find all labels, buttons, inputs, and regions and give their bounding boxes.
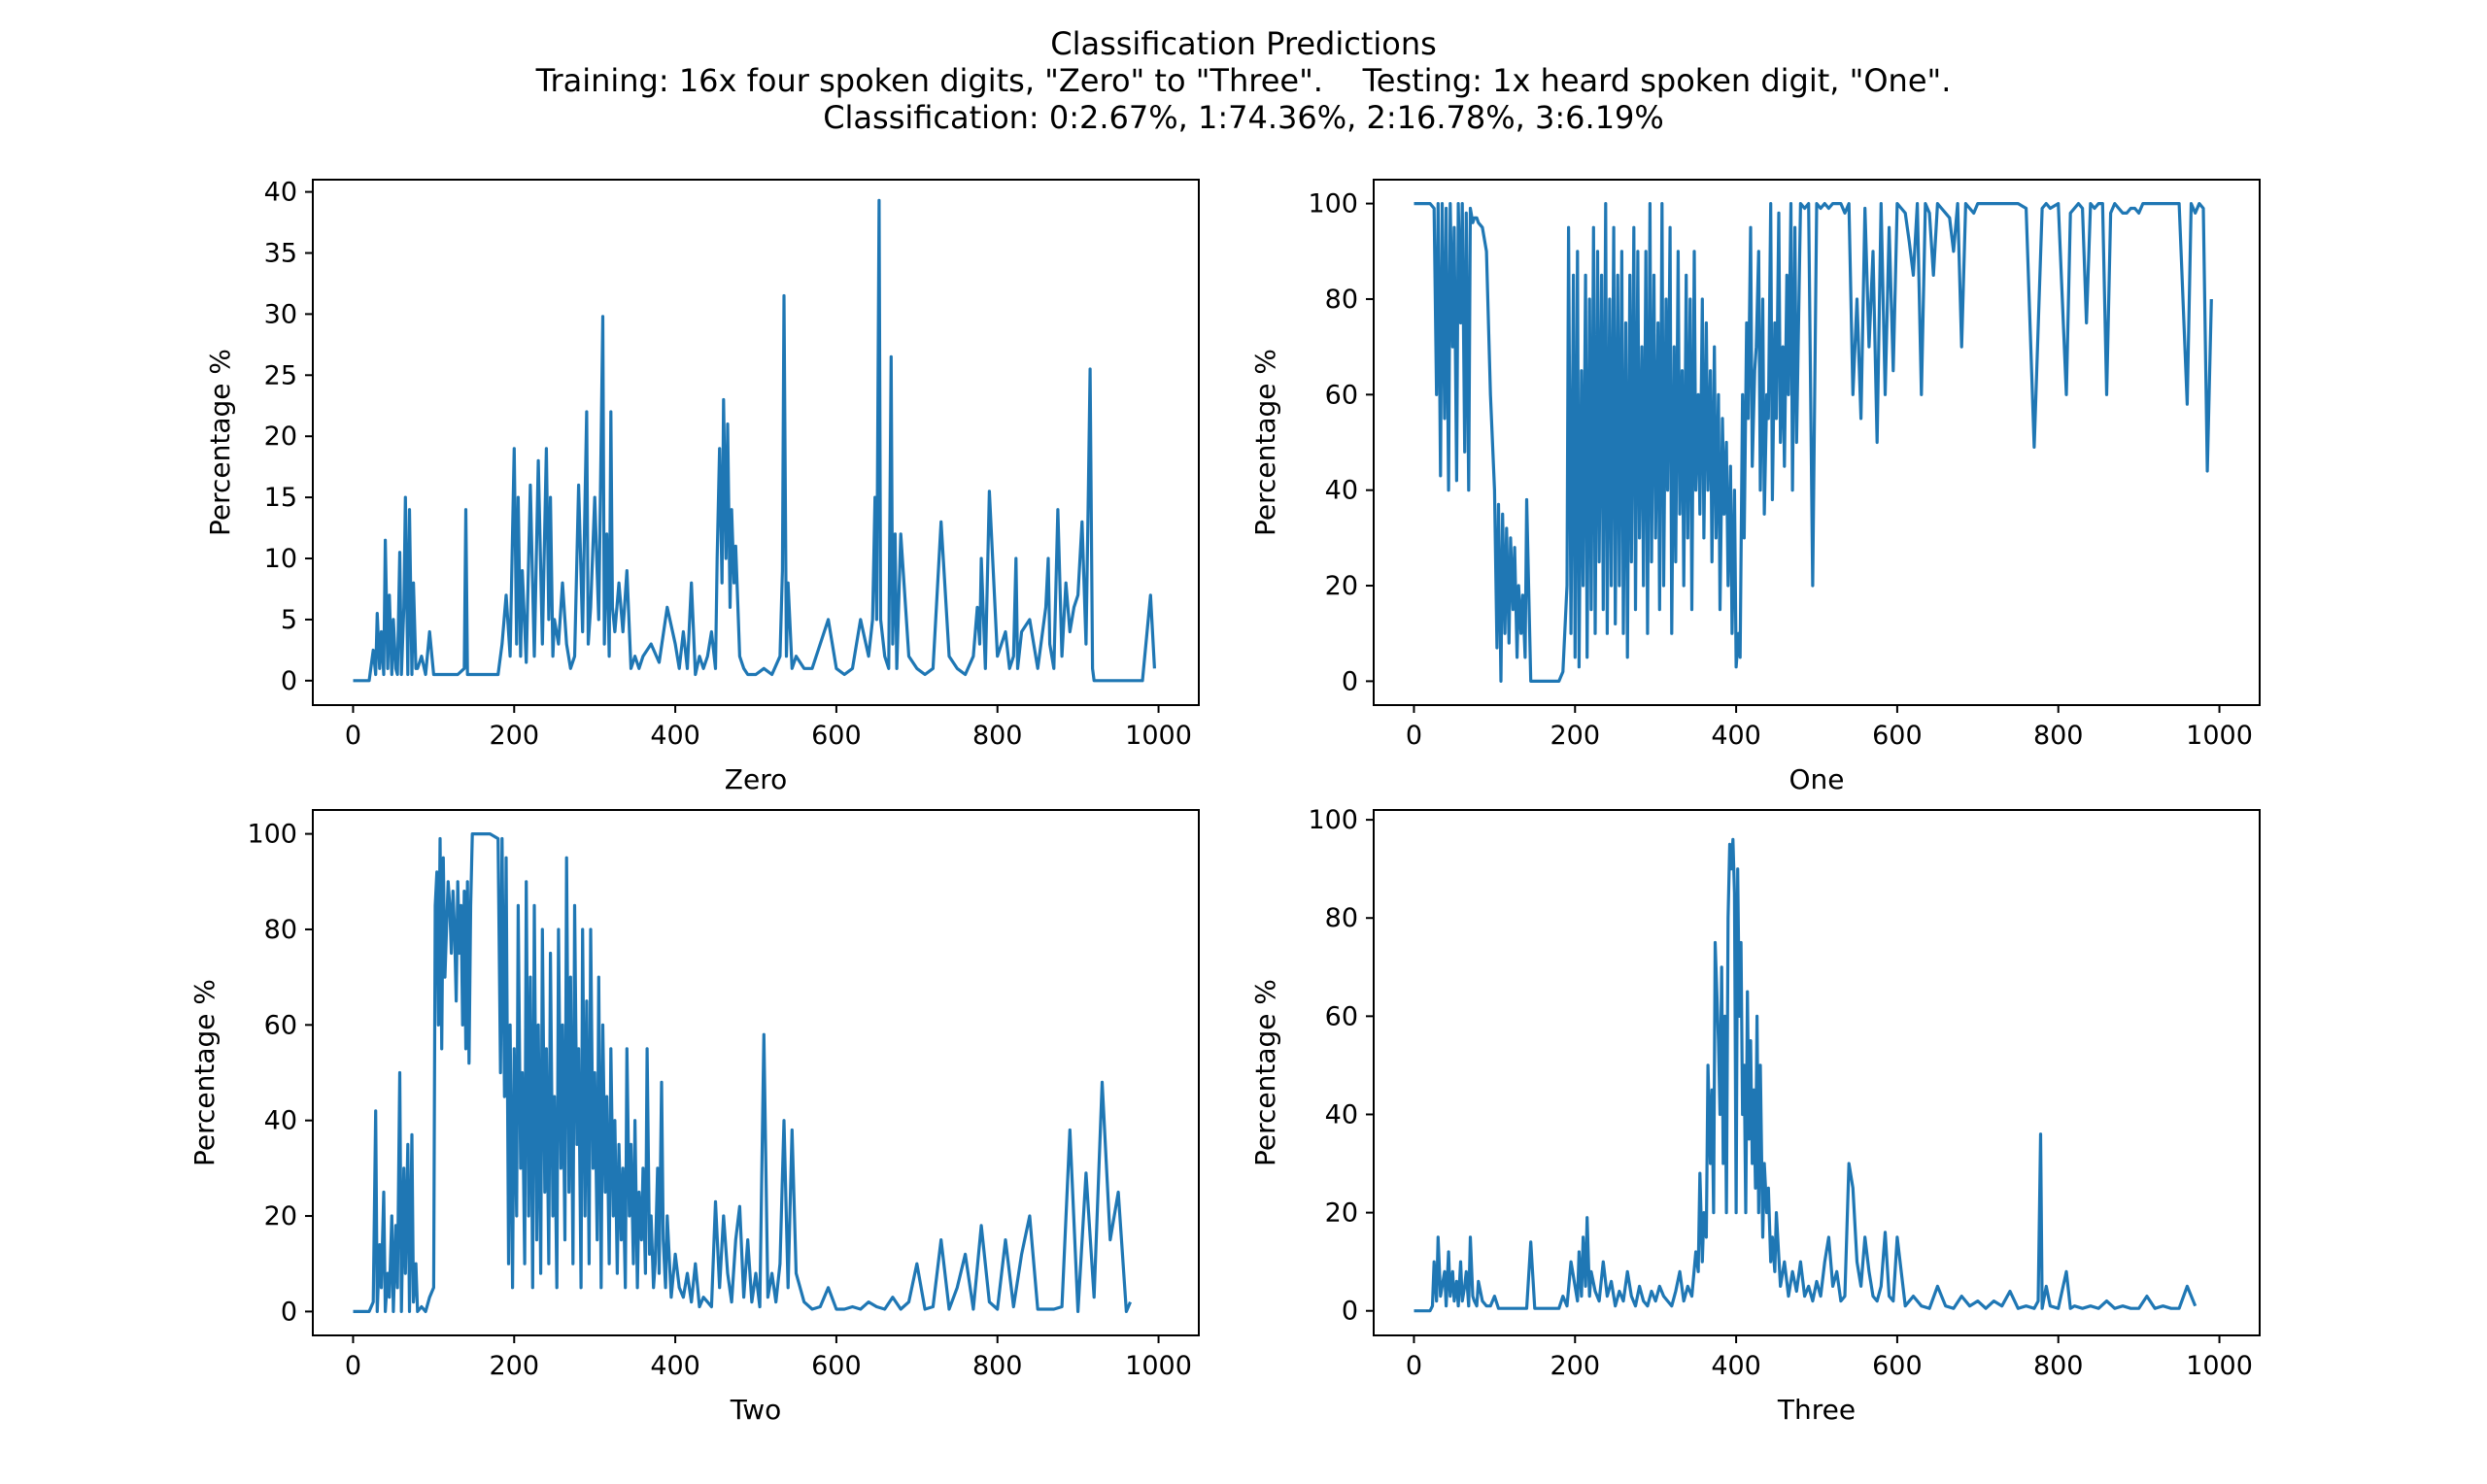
x-tick-label-one: 800 <box>2033 721 2084 751</box>
y-tick-label-two: 20 <box>264 1201 297 1231</box>
x-tick-label-two: 1000 <box>1125 1351 1192 1381</box>
y-axis-label-zero: Percentage % <box>204 349 236 536</box>
series-line-three <box>1414 837 2197 1313</box>
y-tick-label-two: 100 <box>247 820 297 850</box>
x-axis-label-three: Three <box>1777 1394 1856 1426</box>
y-tick-label-two: 80 <box>264 915 297 945</box>
y-tick-label-zero: 15 <box>264 483 297 513</box>
x-tick-label-three: 1000 <box>2186 1351 2253 1381</box>
y-tick-label-zero: 10 <box>264 544 297 574</box>
x-tick-label-one: 400 <box>1711 721 1761 751</box>
subplot-one: 0 200 400 600 800 1000 0 20 40 60 80 100 One Percenta… <box>1249 179 2261 795</box>
x-axis-label-zero: Zero <box>725 763 787 795</box>
x-tick-label-zero: 600 <box>811 721 862 751</box>
x-tick-label-zero: 800 <box>972 721 1023 751</box>
y-tick-label-two: 60 <box>264 1010 297 1040</box>
y-tick-label-zero: 20 <box>264 422 297 452</box>
y-tick-label-one: 0 <box>1342 666 1358 696</box>
y-axis-label-three: Percentage % <box>1249 979 1281 1166</box>
series-line-zero <box>353 198 1156 683</box>
y-tick-label-zero: 35 <box>264 238 297 268</box>
y-tick-label-zero: 5 <box>281 605 297 635</box>
subplot-zero: 0 200 400 600 800 1000 0 5 10 15 20 25 30 35 40 Zero Per… <box>204 178 1200 795</box>
x-tick-label-zero: 400 <box>650 721 700 751</box>
x-tick-label-three: 600 <box>1872 1351 1923 1381</box>
series-line-two <box>353 832 1132 1313</box>
y-tick-label-one: 60 <box>1325 380 1358 410</box>
figure-subtitle-training-testing: Training: 16x four spoken digits, "Zero"… <box>535 62 1952 99</box>
y-tick-label-zero: 25 <box>264 360 297 390</box>
y-tick-label-two: 40 <box>264 1106 297 1136</box>
x-tick-label-one: 200 <box>1550 721 1600 751</box>
y-tick-label-three: 20 <box>1325 1198 1358 1229</box>
y-tick-label-zero: 0 <box>281 666 297 696</box>
x-tick-label-zero: 0 <box>345 721 361 751</box>
y-tick-label-zero: 40 <box>264 178 297 208</box>
x-tick-label-three: 0 <box>1406 1351 1422 1381</box>
y-axis-label-one: Percentage % <box>1249 349 1281 536</box>
subplot-three: 0 200 400 600 800 1000 0 20 40 60 80 100 Three Percen… <box>1249 805 2261 1426</box>
y-axis-label-two: Percentage % <box>188 979 221 1166</box>
y-tick-label-three: 0 <box>1342 1297 1358 1327</box>
y-tick-label-one: 40 <box>1325 476 1358 506</box>
plot-frame-two <box>312 809 1200 1336</box>
y-tick-label-three: 100 <box>1308 805 1358 835</box>
x-tick-label-three: 800 <box>2033 1351 2084 1381</box>
figure-title: Classification Predictions <box>1050 25 1437 62</box>
figure-subtitle-classification: Classification: 0:2.67%, 1:74.36%, 2:16.… <box>823 99 1664 136</box>
x-tick-label-three: 200 <box>1550 1351 1600 1381</box>
y-tick-label-three: 80 <box>1325 903 1358 933</box>
x-tick-label-two: 0 <box>345 1351 361 1381</box>
x-tick-label-zero: 1000 <box>1125 721 1192 751</box>
x-tick-label-one: 0 <box>1406 721 1422 751</box>
y-tick-label-two: 0 <box>281 1297 297 1327</box>
series-line-one <box>1414 202 2213 683</box>
x-tick-label-one: 1000 <box>2186 721 2253 751</box>
plot-frame-zero <box>312 179 1200 706</box>
x-tick-label-two: 800 <box>972 1351 1023 1381</box>
subplot-two: 0 200 400 600 800 1000 0 20 40 60 80 100 Two Percenta… <box>188 809 1200 1426</box>
y-tick-label-one: 80 <box>1325 285 1358 315</box>
x-axis-label-one: One <box>1789 763 1844 795</box>
y-tick-label-three: 60 <box>1325 1001 1358 1031</box>
plot-frame-three <box>1373 809 2261 1336</box>
x-tick-label-two: 400 <box>650 1351 700 1381</box>
x-tick-label-two: 200 <box>489 1351 539 1381</box>
y-tick-label-one: 20 <box>1325 571 1358 601</box>
plot-frame-one <box>1373 179 2261 706</box>
x-tick-label-two: 600 <box>811 1351 862 1381</box>
x-tick-label-one: 600 <box>1872 721 1923 751</box>
x-axis-label-two: Two <box>730 1394 782 1426</box>
y-tick-label-one: 100 <box>1308 189 1358 219</box>
y-tick-label-three: 40 <box>1325 1099 1358 1130</box>
y-tick-label-zero: 30 <box>264 299 297 329</box>
x-tick-label-three: 400 <box>1711 1351 1761 1381</box>
x-tick-label-zero: 200 <box>489 721 539 751</box>
